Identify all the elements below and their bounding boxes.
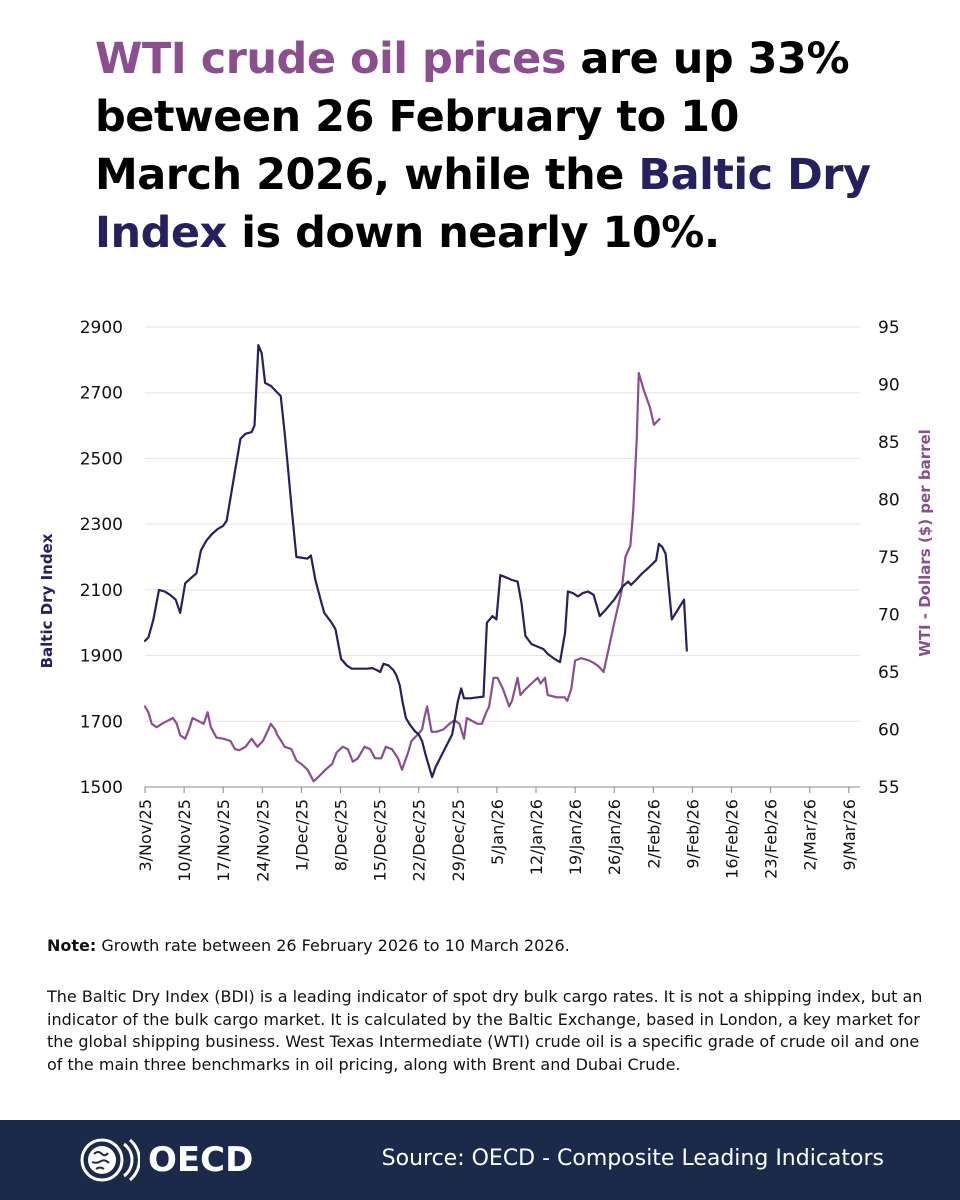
y-right-tick-label: 95 [878,318,900,338]
y-right-tick-label: 80 [878,491,900,511]
x-tick-label: 22/Dec/25 [410,799,429,881]
x-tick-label: 2/Mar/26 [801,799,820,871]
x-tick-label: 12/Jan/26 [527,799,546,875]
y-axis-left-label: Baltic Dry Index [38,533,56,668]
y-right-tick-label: 85 [878,433,900,453]
y-axis-right-label: WTI - Dollars ($) per barrel [916,429,934,657]
right-axis-ticks: 55 60 65 70 75 80 85 90 95 [878,318,900,798]
x-tick-label: 10/Nov/25 [175,799,194,882]
y-right-tick-label: 90 [878,376,900,396]
source-text: Source: OECD - Composite Leading Indicat… [381,1146,884,1171]
y-left-tick-label: 1500 [80,778,123,798]
y-left-tick-label: 1700 [80,712,123,732]
y-right-tick-label: 60 [878,721,900,741]
y-left-tick-label: 2100 [80,581,123,601]
note-label: Note: [47,936,97,955]
x-tick-label: 1/Dec/25 [292,799,311,871]
x-tick-label: 9/Mar/26 [840,799,859,871]
x-tick-label: 17/Nov/25 [214,799,233,882]
x-tick-label: 29/Dec/25 [449,799,468,881]
x-tick-label: 5/Jan/26 [488,799,507,865]
y-left-tick-label: 1900 [80,647,123,667]
x-tick-label: 15/Dec/25 [371,799,390,881]
x-tick-label: 8/Dec/25 [332,799,351,871]
headline-bdi: Baltic Dry Index [95,150,871,258]
headline-wti: WTI crude oil prices [95,34,566,84]
wti-series-line [143,371,661,783]
x-tick-label: 23/Feb/26 [762,799,781,879]
y-left-tick-label: 2700 [80,384,123,404]
y-right-tick-label: 75 [878,548,900,568]
note: Note: Growth rate between 26 February 20… [47,936,570,955]
x-tick-label: 24/Nov/25 [253,799,272,882]
y-right-tick-label: 65 [878,663,900,683]
headline-mid: are up 33% between 26 February to 10 Mar… [95,34,850,200]
y-left-tick-label: 2500 [80,449,123,469]
left-axis-ticks: 1500 1700 1900 2100 2300 2500 2700 2900 [80,318,123,798]
x-tick-label: 2/Feb/26 [644,799,663,869]
description: The Baltic Dry Index (BDI) is a leading … [47,987,923,1074]
y-left-tick-label: 2300 [80,515,123,535]
x-tick-label: 3/Nov/25 [136,799,155,872]
headline-end: is down nearly 10%. [226,208,720,258]
oecd-logo: OECD [80,1136,253,1184]
y-right-tick-label: 55 [878,778,900,798]
y-left-tick-label: 2900 [80,318,123,338]
gridlines [145,326,860,788]
line-chart: 1500 1700 1900 2100 2300 2500 2700 2900 55 60 65 7… [38,318,934,882]
note-text: Growth rate between 26 February 2026 to … [96,936,570,955]
x-tick-label: 9/Feb/26 [683,799,702,869]
x-tick-label: 26/Jan/26 [605,799,624,875]
y-right-tick-label: 70 [878,606,900,626]
x-tick-label: 16/Feb/26 [723,799,742,879]
logo-text: OECD [148,1140,254,1180]
bdi-series-line [143,343,688,779]
x-axis-ticks: 3/Nov/25 10/Nov/25 17/Nov/25 24/Nov/25 1/Dec… [136,787,859,882]
headline: WTI crude oil prices are up 33% between … [95,30,895,262]
x-tick-label: 19/Jan/26 [566,799,585,875]
series-lines [143,343,688,783]
globe-icon [80,1138,140,1182]
footer: OECD Source: OECD - Composite Leading In… [0,1120,960,1200]
